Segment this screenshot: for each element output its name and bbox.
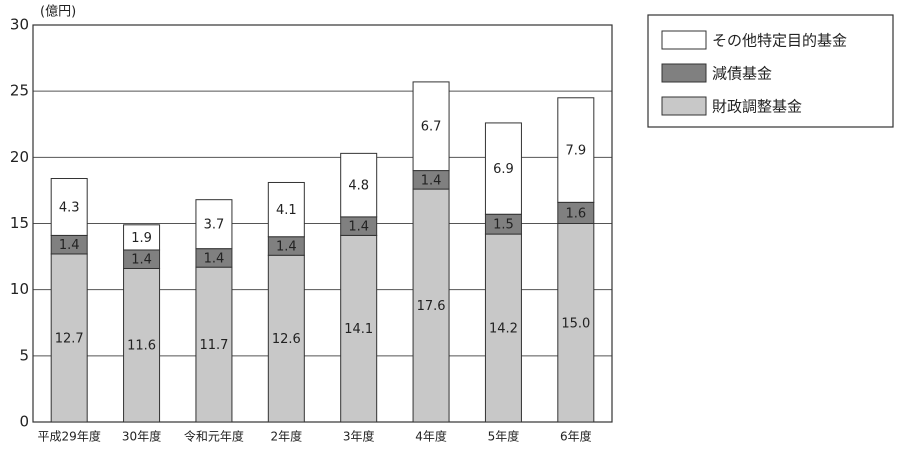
bar-segment — [267, 254, 305, 423]
y-tick-label: 30 — [10, 16, 29, 34]
y-tick-label: 0 — [19, 413, 29, 431]
data-label: 15.0 — [561, 316, 590, 331]
bar-segment — [557, 97, 595, 203]
data-label: 12.6 — [272, 332, 301, 347]
x-tick-label: 4年度 — [415, 429, 447, 444]
data-label: 14.2 — [489, 322, 518, 337]
data-label: 7.9 — [565, 144, 586, 159]
x-tick-label: 6年度 — [560, 429, 592, 444]
bar-segment — [267, 181, 305, 238]
x-tick-label: 30年度 — [122, 429, 161, 444]
data-label: 4.8 — [348, 179, 369, 194]
bar-segment — [340, 152, 378, 218]
bar-segment — [123, 267, 161, 423]
bar-segment — [123, 224, 161, 251]
bar-segment — [50, 253, 88, 423]
y-tick-label: 5 — [19, 346, 29, 364]
data-label: 11.7 — [199, 338, 228, 353]
bar-segment — [412, 188, 450, 423]
data-label: 12.7 — [55, 331, 84, 346]
data-label: 1.6 — [565, 206, 586, 221]
data-label: 3.7 — [204, 218, 225, 233]
data-label: 4.3 — [59, 200, 80, 215]
y-axis-unit: (億円) — [40, 4, 76, 20]
data-label: 6.7 — [421, 120, 442, 135]
legend-swatch — [661, 96, 707, 116]
legend-swatch — [661, 63, 707, 83]
bar-segment — [484, 122, 522, 215]
data-label: 1.4 — [421, 173, 442, 188]
x-tick-label: 令和元年度 — [184, 429, 244, 444]
data-label: 1.4 — [204, 251, 225, 266]
bar-segment — [484, 233, 522, 423]
data-label: 1.5 — [493, 218, 514, 233]
x-tick-label: 2年度 — [270, 429, 302, 444]
data-label: 1.4 — [131, 253, 152, 268]
bar-segment — [340, 234, 378, 423]
bar-segment — [412, 81, 450, 172]
x-tick-label: 3年度 — [343, 429, 375, 444]
legend-label: その他特定目的基金 — [712, 32, 847, 50]
y-tick-label: 10 — [10, 280, 29, 298]
x-tick-label: 5年度 — [488, 429, 520, 444]
legend-label: 減債基金 — [712, 65, 772, 83]
y-tick-label: 25 — [10, 82, 29, 100]
bar-segment — [195, 266, 233, 423]
data-label: 11.6 — [127, 339, 156, 354]
x-tick-label: 平成29年度 — [38, 429, 101, 444]
bar-segment — [557, 223, 595, 423]
data-label: 17.6 — [417, 299, 446, 314]
data-label: 1.4 — [276, 239, 297, 254]
data-label: 1.4 — [348, 220, 369, 235]
plot-frame — [32, 24, 613, 423]
y-tick-label: 20 — [10, 148, 29, 166]
y-tick-label: 15 — [10, 214, 29, 232]
bar-segment — [195, 199, 233, 250]
legend-label: 財政調整基金 — [712, 98, 802, 116]
legend-swatch — [661, 30, 707, 50]
data-label: 1.9 — [131, 231, 152, 246]
data-label: 14.1 — [344, 322, 373, 337]
data-label: 1.4 — [59, 238, 80, 253]
bar-segment — [50, 178, 88, 236]
data-label: 6.9 — [493, 162, 514, 177]
data-label: 4.1 — [276, 203, 297, 218]
